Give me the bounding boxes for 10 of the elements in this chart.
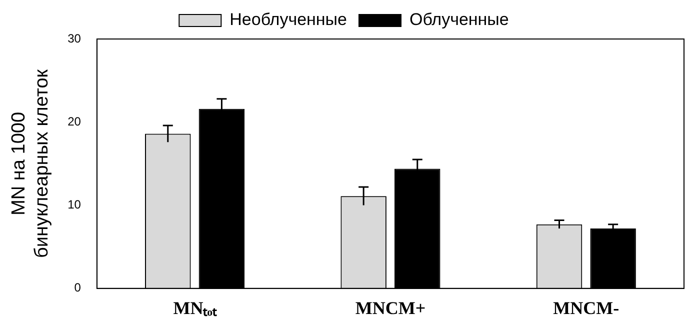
y-tick-label: 30	[68, 31, 82, 46]
y-tick-label: 10	[68, 198, 82, 212]
x-tick-label: MNₜₒₜ	[173, 298, 218, 318]
y-tick-label: 20	[68, 114, 82, 128]
legend-label: Облученные	[409, 10, 509, 30]
y-axis-title: MN на 1000 бинуклеарных клеток	[8, 68, 52, 258]
x-tick-label: MNCM-	[553, 298, 620, 318]
y-tick-label: 0	[74, 280, 82, 295]
legend-label: Необлученные	[230, 10, 347, 30]
x-tick-label: MNCM+	[355, 298, 426, 318]
